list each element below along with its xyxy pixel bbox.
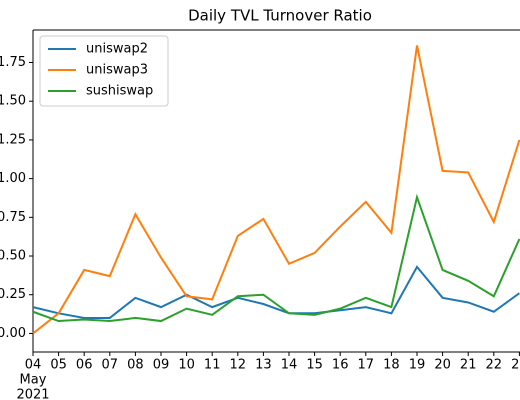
x-tick-label: 04: [25, 358, 42, 373]
x-tick-label: 18: [383, 358, 400, 373]
x-tick-label: 05: [50, 358, 67, 373]
x-tick-label: 21: [460, 358, 477, 373]
x-tick-label: 11: [204, 358, 221, 373]
y-tick-label: 1.00: [0, 171, 26, 186]
line-series: [32, 45, 520, 335]
x-tick-label: 15: [306, 358, 323, 373]
x-tick-label: 09: [153, 358, 170, 373]
y-tick-label: 0.00: [0, 326, 26, 341]
line-series: [32, 193, 520, 323]
x-tick-label: 22: [486, 358, 503, 373]
x-tick-label: 10: [178, 358, 195, 373]
x-tick-label: 19: [409, 358, 426, 373]
y-tick-label: 1.50: [0, 94, 26, 109]
legend-label: uniswap3: [86, 63, 148, 78]
legend-label: sushiswap: [86, 84, 153, 99]
x-tick-label: 2021: [16, 388, 49, 400]
x-tick-label: 14: [281, 358, 298, 373]
x-tick-label: 13: [255, 358, 272, 373]
y-tick-label: 0.25: [0, 287, 26, 302]
y-tick-label: 0.75: [0, 210, 26, 225]
y-tick-label: 1.75: [0, 55, 26, 70]
x-tick-label: 08: [127, 358, 144, 373]
y-tick-label: 1.25: [0, 132, 26, 147]
x-tick-label: 23: [511, 358, 520, 373]
x-tick-label: 07: [102, 358, 119, 373]
legend-box: [39, 35, 169, 107]
x-tick-label: 06: [76, 358, 93, 373]
x-tick-label: May: [20, 373, 47, 388]
x-tick-label: 20: [434, 358, 451, 373]
legend-label: uniswap2: [86, 42, 148, 57]
x-tick-label: 16: [332, 358, 349, 373]
chart-title: Daily TVL Turnover Ratio: [188, 7, 372, 25]
x-tick-label: 17: [358, 358, 375, 373]
y-tick-label: 0.50: [0, 249, 26, 264]
x-tick-label: 12: [230, 358, 247, 373]
line-series: [32, 265, 520, 319]
